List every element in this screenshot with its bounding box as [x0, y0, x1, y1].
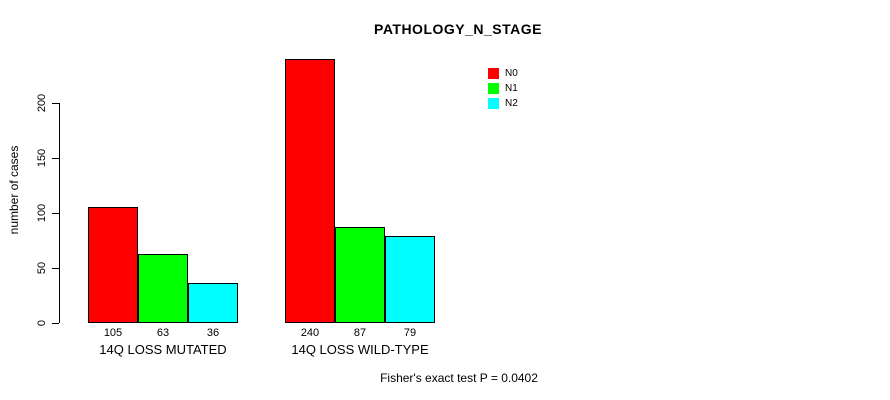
bar-n1-group2	[335, 227, 385, 323]
bar-n2-group2	[385, 236, 435, 323]
chart-title: PATHOLOGY_N_STAGE	[374, 21, 542, 37]
bar-n1-group1	[138, 254, 188, 323]
y-axis-tick	[52, 157, 59, 159]
bar-value-label: 87	[353, 327, 367, 339]
legend-label-n2: N2	[505, 98, 518, 109]
y-axis-tick	[52, 267, 59, 269]
bar-n2-group1	[188, 283, 238, 323]
y-axis-tick	[52, 102, 59, 104]
group-label: 14Q LOSS MUTATED	[99, 342, 227, 357]
legend-row-n1: N1	[488, 81, 518, 96]
group-label: 14Q LOSS WILD-TYPE	[291, 342, 429, 357]
bar-value-label: 240	[300, 327, 320, 339]
legend-row-n2: N2	[488, 96, 518, 111]
y-axis-tick	[52, 322, 59, 324]
legend-label-n1: N1	[505, 83, 518, 94]
legend: N0 N1 N2	[488, 66, 518, 111]
y-axis-tick-label: 150	[36, 148, 48, 168]
bar-n0-group2	[285, 59, 335, 323]
y-axis-line	[59, 103, 60, 323]
bar-value-label: 63	[156, 327, 170, 339]
bar-value-label: 79	[403, 327, 417, 339]
legend-label-n0: N0	[505, 68, 518, 79]
y-axis-tick-label: 50	[36, 261, 48, 275]
y-axis-tick-label: 0	[36, 319, 48, 327]
y-axis-tick-label: 100	[36, 203, 48, 223]
footnote: Fisher's exact test P = 0.0402	[380, 371, 538, 385]
bar-value-label: 105	[103, 327, 123, 339]
legend-swatch-n1	[488, 83, 499, 94]
legend-swatch-n2	[488, 98, 499, 109]
legend-swatch-n0	[488, 68, 499, 79]
bar-n0-group1	[88, 207, 138, 323]
bar-value-label: 36	[206, 327, 220, 339]
y-axis-tick	[52, 212, 59, 214]
legend-row-n0: N0	[488, 66, 518, 81]
y-axis-tick-label: 200	[36, 93, 48, 113]
